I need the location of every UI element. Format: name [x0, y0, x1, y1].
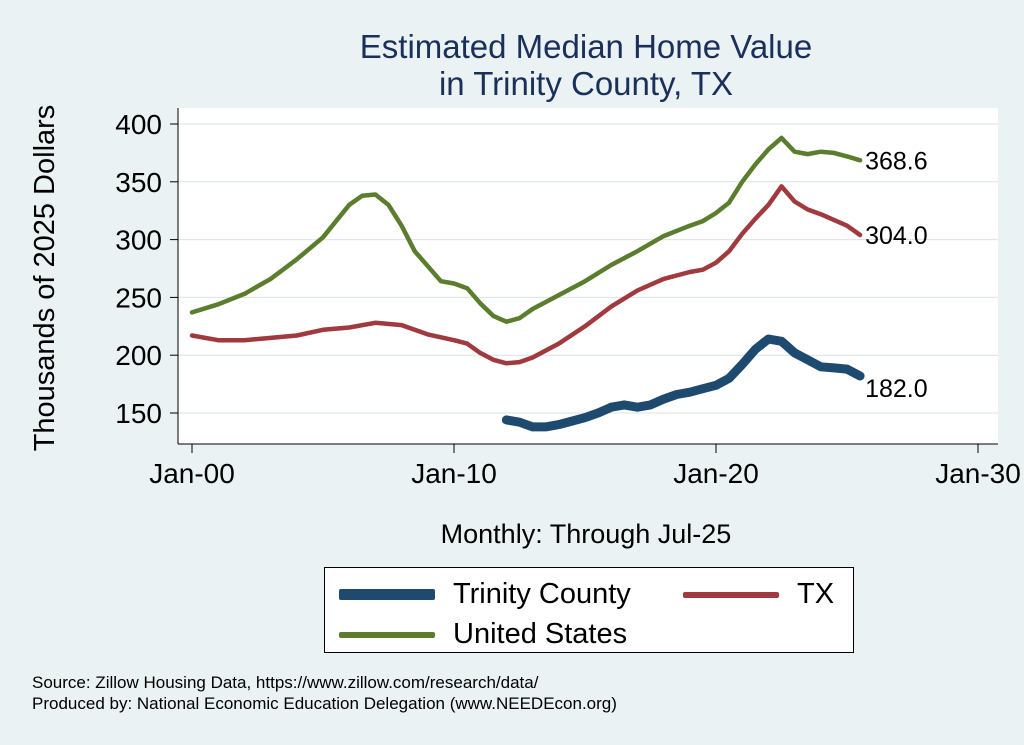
footer: Source: Zillow Housing Data, https://www… [32, 672, 617, 714]
end-label-trinity-county: 182.0 [865, 375, 928, 403]
y-tick-label-300: 300 [115, 225, 162, 256]
x-axis-title: Monthly: Through Jul-25 [441, 519, 732, 549]
series-line-tx [189, 184, 863, 366]
legend-label-trinity-county: Trinity County [453, 578, 631, 610]
x-tick-label-jan-00: Jan-00 [149, 458, 235, 489]
end-label-united-states: 368.6 [865, 147, 928, 175]
legend-item-trinity-county: Trinity County [339, 578, 631, 611]
legend: Trinity County TX United States [324, 567, 854, 653]
source-note: Source: Zillow Housing Data, https://www… [32, 673, 539, 692]
legend-swatch-tx [683, 591, 779, 598]
x-tick-label-jan-30: Jan-30 [935, 458, 1021, 489]
chart-title-line-2: in Trinity County, TX [439, 65, 733, 102]
legend-swatch-united-states [339, 631, 435, 638]
legend-item-united-states: United States [339, 618, 627, 651]
legend-label-tx: TX [797, 578, 835, 610]
legend-item-tx: TX [683, 578, 834, 611]
y-tick-label-350: 350 [115, 167, 162, 198]
series-line-trinity-county [501, 334, 865, 432]
legend-label-united-states: United States [453, 618, 628, 650]
chart-title-line-1: Estimated Median Home Value [360, 28, 812, 65]
plot-area [178, 108, 998, 444]
x-tick-label-jan-20: Jan-20 [673, 458, 759, 489]
y-tick-label-250: 250 [115, 282, 162, 313]
producer-note: Produced by: National Economic Education… [32, 694, 617, 713]
legend-swatch-trinity-county [339, 589, 435, 600]
end-label-tx: 304.0 [865, 222, 928, 250]
series-line-united-states [189, 135, 863, 324]
y-axis-title: Thousands of 2025 Dollars [29, 105, 61, 452]
y-tick-label-150: 150 [115, 398, 162, 429]
y-tick-label-200: 200 [115, 340, 162, 371]
y-tick-label-400: 400 [115, 109, 162, 140]
x-tick-label-jan-10: Jan-10 [411, 458, 497, 489]
